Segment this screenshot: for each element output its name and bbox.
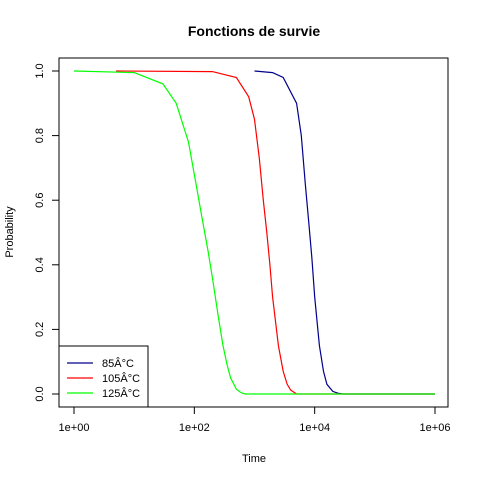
series-layer: [73, 70, 435, 395]
x-tick-label: 1e+02: [179, 422, 210, 434]
series-line-2: [73, 70, 435, 395]
legend-label-2: 125Â°C: [102, 387, 140, 400]
y-axis-label: Probability: [4, 206, 16, 258]
y-tick-label: 0.2: [34, 322, 46, 337]
y-tick-label: 0.4: [34, 257, 46, 272]
legend: 85Â°C 105Â°C 125Â°C: [58, 345, 149, 408]
x-axis: 1e+00 1e+02 1e+04 1e+06: [59, 406, 451, 434]
y-axis: 0.0 0.2 0.4 0.6 0.8 1.0: [34, 63, 60, 402]
y-tick-label: 1.0: [34, 63, 46, 78]
legend-label-0: 85Â°C: [102, 357, 134, 370]
x-axis-label: Time: [242, 453, 266, 465]
series-line-1: [116, 70, 435, 395]
legend-box: [58, 345, 149, 408]
x-tick-label: 1e+06: [420, 422, 451, 434]
y-tick-label: 0.8: [34, 128, 46, 143]
legend-label-1: 105Â°C: [102, 372, 140, 385]
chart-title: Fonctions de survie: [188, 23, 320, 39]
x-tick-label: 1e+00: [59, 422, 90, 434]
y-tick-label: 0.6: [34, 193, 46, 208]
x-tick-label: 1e+04: [299, 422, 330, 434]
y-tick-label: 0.0: [34, 386, 46, 401]
series-line-0: [254, 70, 435, 395]
